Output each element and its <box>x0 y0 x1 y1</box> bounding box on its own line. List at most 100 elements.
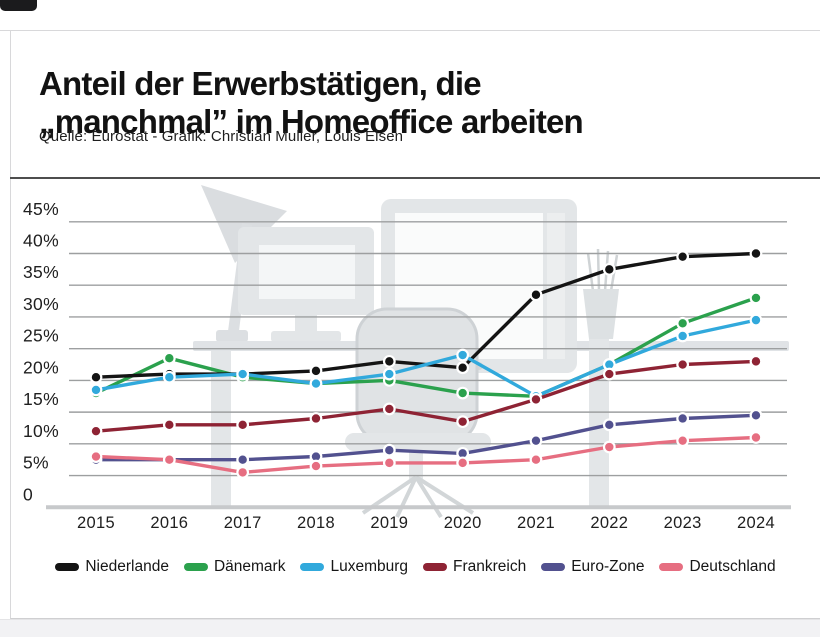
data-point-Euro-Zone <box>382 443 396 457</box>
x-axis-year-label: 2022 <box>590 514 628 532</box>
legend-label: Euro-Zone <box>571 558 645 575</box>
data-point-Luxemburg <box>89 383 103 397</box>
data-point-Luxemburg <box>162 370 176 384</box>
data-point-Niederlande <box>676 250 690 264</box>
data-point-Niederlande <box>382 354 396 368</box>
data-point-Euro-Zone <box>676 412 690 425</box>
data-point-Euro-Zone <box>602 418 616 432</box>
y-axis-tick-label: 45% <box>23 199 59 219</box>
legend: Niederlande Dänemark Luxemburg Frankreich Eu… <box>11 558 820 576</box>
x-axis-year-label: 2018 <box>297 514 335 532</box>
data-point-Luxemburg <box>676 329 690 343</box>
corner-tab <box>0 0 37 11</box>
top-divider <box>0 30 820 31</box>
data-point-Dänemark <box>162 351 176 365</box>
infographic-card: Anteil der Erwerbstätigen, die „manchmal”… <box>10 31 820 619</box>
header-divider <box>10 177 820 179</box>
data-point-Euro-Zone <box>236 453 250 467</box>
data-point-Deutschland <box>602 440 616 454</box>
legend-swatch <box>183 563 208 571</box>
y-axis-tick-label: 25% <box>23 326 59 346</box>
x-axis-year-label: 2015 <box>77 514 115 532</box>
title-line-1: Anteil der Erwerbstätigen, die <box>39 65 482 103</box>
data-point-Frankreich <box>382 402 396 416</box>
data-point-Dänemark <box>749 291 763 305</box>
y-axis-tick-label: 30% <box>23 294 59 314</box>
series-line-Euro-Zone <box>94 413 758 462</box>
data-point-Deutschland <box>456 456 470 470</box>
y-axis-tick-label: 40% <box>23 231 59 251</box>
data-point-Dänemark <box>456 386 470 400</box>
y-axis-tick-label: 20% <box>23 357 59 377</box>
legend-label: Frankreich <box>453 558 527 575</box>
x-axis-year-label: 2017 <box>224 514 262 532</box>
data-point-Niederlande <box>89 370 103 384</box>
data-point-Luxemburg <box>309 377 323 390</box>
y-axis-tick-label: 10% <box>23 421 59 441</box>
data-point-Euro-Zone <box>749 408 763 422</box>
legend-item-Euro-Zone: Euro-Zone <box>541 558 644 576</box>
data-point-Euro-Zone <box>529 434 543 448</box>
data-point-Frankreich <box>162 418 176 432</box>
data-point-Frankreich <box>529 393 543 406</box>
legend-swatch <box>300 563 325 571</box>
data-point-Frankreich <box>456 415 470 429</box>
x-axis-year-label: 2021 <box>517 514 555 532</box>
legend-item-Frankreich: Frankreich <box>423 558 526 576</box>
data-point-Frankreich <box>89 424 103 438</box>
source-line: Quelle: Eurostat - Grafik: Christian Mul… <box>39 128 404 145</box>
data-point-Frankreich <box>236 418 250 432</box>
legend-label: Deutschland <box>689 558 776 575</box>
series-line-Frankreich <box>94 359 758 433</box>
legend-item-Niederlande: Niederlande <box>55 558 169 576</box>
x-axis-year-label: 2016 <box>150 514 188 532</box>
x-axis-year-label: 2019 <box>370 514 408 532</box>
data-point-Frankreich <box>676 358 690 371</box>
legend-item-Luxemburg: Luxemburg <box>300 558 408 576</box>
legend-swatch <box>423 563 447 571</box>
x-axis-year-label: 2024 <box>737 514 775 532</box>
legend-swatch <box>659 563 684 571</box>
y-axis-tick-label: 5% <box>23 453 49 473</box>
data-point-Deutschland <box>236 466 250 479</box>
chart-canvas: 45% 40% 35% 30% 25% 20% 15% 10% 5% 0 2015 2016 2017 2… <box>23 185 791 532</box>
data-point-Niederlande <box>456 361 470 375</box>
data-point-Luxemburg <box>382 367 396 381</box>
data-point-Deutschland <box>382 456 396 470</box>
legend-swatch <box>55 563 80 571</box>
data-point-Deutschland <box>309 459 323 473</box>
data-point-Luxemburg <box>236 367 250 381</box>
data-point-Luxemburg <box>749 313 763 327</box>
data-point-Deutschland <box>676 434 690 448</box>
x-axis-year-label: 2023 <box>664 514 702 532</box>
data-point-Luxemburg <box>456 348 470 362</box>
bottom-strip <box>0 619 820 637</box>
data-point-Frankreich <box>602 367 616 381</box>
y-axis-tick-label: 35% <box>23 262 59 282</box>
title-line-2: „manchmal” im Homeoffice arbeiten <box>39 103 584 141</box>
data-point-Deutschland <box>529 453 543 467</box>
legend-label: Luxemburg <box>330 558 408 575</box>
series-line-Dänemark <box>94 296 758 399</box>
legend-item-Dänemark: Dänemark <box>183 558 286 576</box>
legend-swatch <box>541 563 566 571</box>
x-axis-year-label: 2020 <box>444 514 482 532</box>
data-point-Deutschland <box>162 453 176 467</box>
data-point-Niederlande <box>529 288 543 302</box>
data-point-Niederlande <box>602 262 616 276</box>
data-point-Frankreich <box>309 412 323 425</box>
desk-illustration <box>193 185 789 519</box>
page-title: Anteil der Erwerbstätigen, die „manchmal”… <box>39 65 799 142</box>
legend-item-Deutschland: Deutschland <box>659 558 776 576</box>
data-point-Deutschland <box>89 450 103 463</box>
data-point-Dänemark <box>676 316 690 330</box>
data-point-Frankreich <box>749 354 763 368</box>
legend-label: Niederlande <box>85 558 169 575</box>
series-line-Luxemburg <box>94 318 758 399</box>
legend-label: Dänemark <box>213 558 286 575</box>
data-point-Deutschland <box>749 431 763 444</box>
series-line-Deutschland <box>94 435 758 475</box>
data-point-Niederlande <box>309 364 323 378</box>
y-axis-tick-label: 0 <box>23 484 33 504</box>
